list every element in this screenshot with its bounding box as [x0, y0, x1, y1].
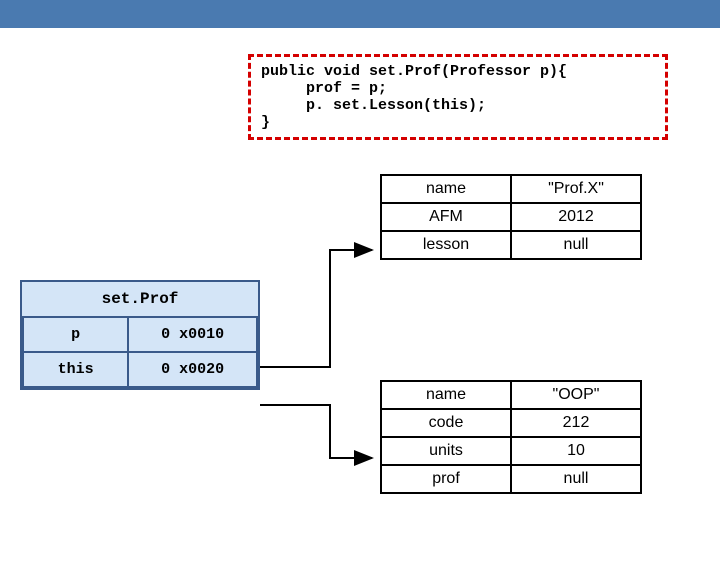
- object-field-name: AFM: [381, 203, 511, 231]
- object-field-name: units: [381, 437, 511, 465]
- object-field-value: 212: [511, 409, 641, 437]
- top-bar: [0, 0, 720, 28]
- stack-frame-box: set.Prof p0 x0010this0 x0020: [20, 280, 260, 390]
- object-field-name: prof: [381, 465, 511, 493]
- object-field-name: code: [381, 409, 511, 437]
- stack-frame-table: p0 x0010this0 x0020: [22, 316, 258, 388]
- object-field-name: name: [381, 381, 511, 409]
- object-field-value: null: [511, 231, 641, 259]
- stack-var-value: 0 x0010: [128, 317, 257, 352]
- lesson-object-table: name"OOP"code212units10profnull: [380, 380, 642, 494]
- object-field-value: null: [511, 465, 641, 493]
- object-field-value: 10: [511, 437, 641, 465]
- stack-var-name: this: [23, 352, 128, 387]
- stack-var-name: p: [23, 317, 128, 352]
- stack-var-value: 0 x0020: [128, 352, 257, 387]
- object-field-name: name: [381, 175, 511, 203]
- object-field-name: lesson: [381, 231, 511, 259]
- stack-frame-title: set.Prof: [22, 282, 258, 316]
- professor-object-table: name"Prof.X"AFM2012lessonnull: [380, 174, 642, 260]
- object-field-value: "OOP": [511, 381, 641, 409]
- object-field-value: "Prof.X": [511, 175, 641, 203]
- object-field-value: 2012: [511, 203, 641, 231]
- code-snippet-box: public void set.Prof(Professor p){ prof …: [248, 54, 668, 140]
